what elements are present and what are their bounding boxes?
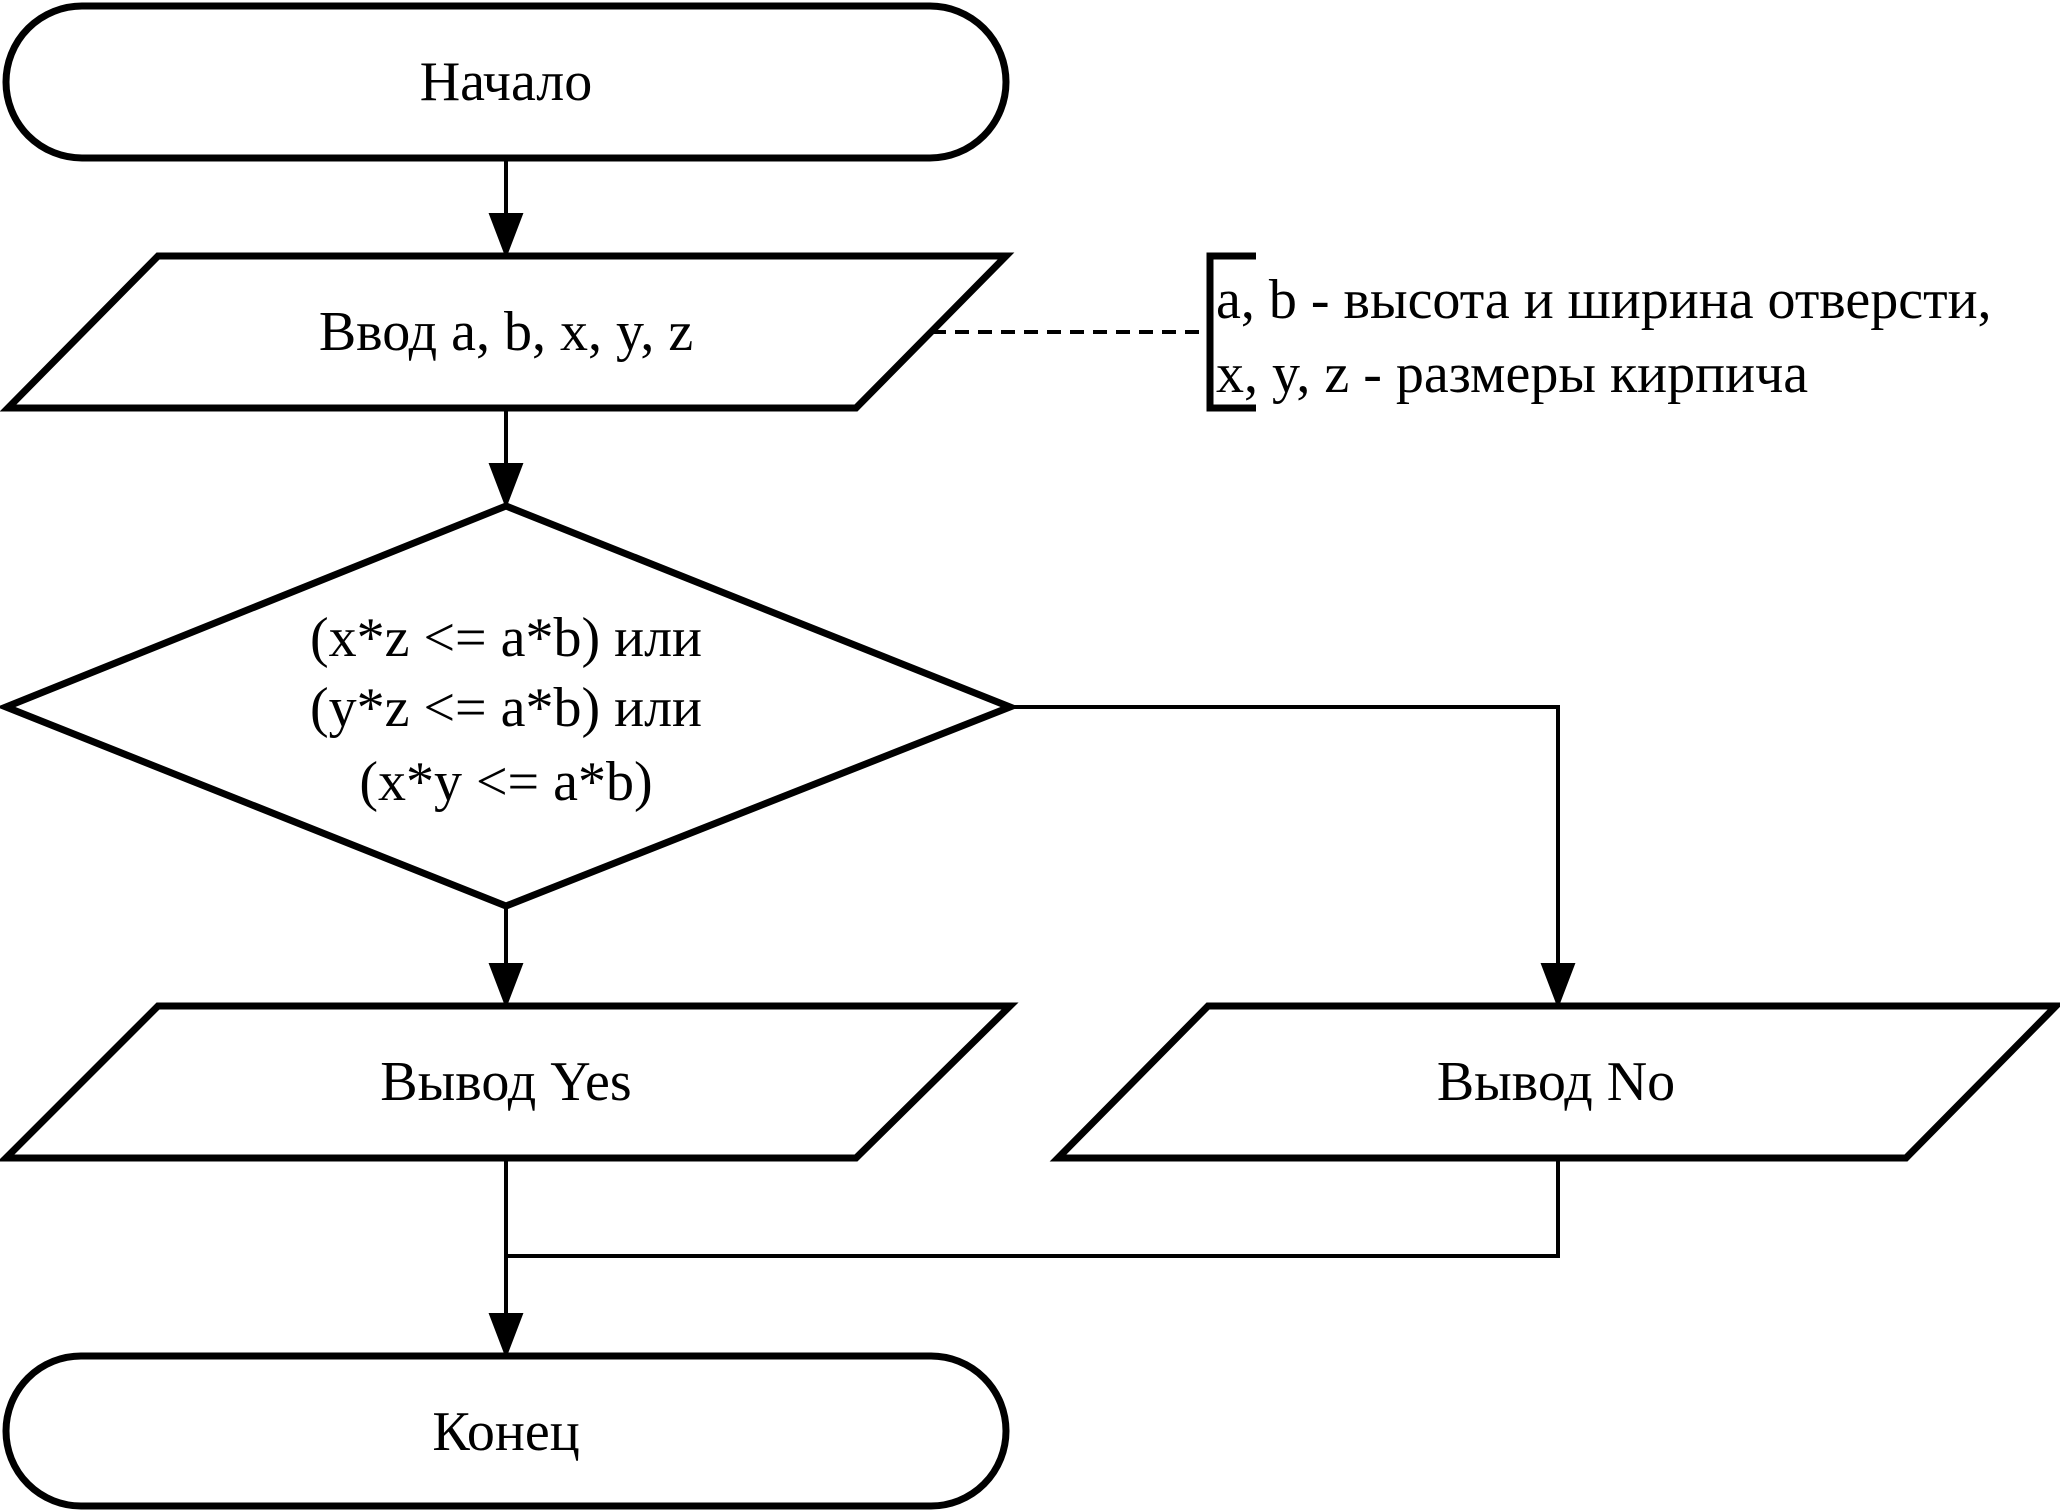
input-node: Ввод a, b, x, y, z	[0, 252, 1015, 412]
start-terminator-shape	[2, 2, 1010, 162]
input-parallelogram-shape	[0, 252, 1015, 412]
arrowhead-merge-to-end	[488, 1313, 524, 1359]
connector-no-to-merge	[506, 1158, 1560, 1258]
comment-bracket	[1206, 252, 1256, 412]
output-no-node: Вывод No	[1049, 1002, 2060, 1162]
end-node: Конец	[2, 1352, 1010, 1510]
arrowhead-decision-to-yes	[488, 963, 524, 1009]
decision-line-2: (y*z <= a*b) или	[310, 677, 702, 739]
connector-decision-to-no	[1010, 705, 1560, 986]
output-no-parallelogram-shape	[1049, 1002, 2060, 1162]
comment-node: a, b - высота и ширина отверсти, x, y, z…	[1206, 252, 1992, 412]
output-no-label: Вывод No	[1437, 1051, 1675, 1113]
start-label: Начало	[420, 51, 593, 113]
decision-line-3: (x*y <= a*b)	[359, 751, 652, 813]
arrowhead-input-to-decision	[488, 463, 524, 509]
connectors	[488, 160, 1576, 1359]
decision-diamond-shape	[0, 502, 1020, 910]
comment-line-2: x, y, z - размеры кирпича	[1216, 343, 1808, 405]
start-node: Начало	[2, 2, 1010, 162]
output-yes-label: Вывод Yes	[380, 1051, 631, 1113]
decision-line-1: (x*z <= a*b) или	[310, 607, 702, 669]
input-label: Ввод a, b, x, y, z	[319, 301, 693, 363]
decision-node: (x*z <= a*b) или (y*z <= a*b) или (x*y <…	[0, 502, 1020, 910]
output-yes-node: Вывод Yes	[0, 1002, 1019, 1162]
arrowhead-start-to-input	[488, 213, 524, 259]
end-terminator-shape	[2, 1352, 1010, 1510]
output-yes-parallelogram-shape	[0, 1002, 1019, 1162]
arrowhead-decision-to-no	[1540, 963, 1576, 1009]
end-label: Конец	[432, 1401, 579, 1463]
comment-line-1: a, b - высота и ширина отверсти,	[1216, 269, 1992, 331]
